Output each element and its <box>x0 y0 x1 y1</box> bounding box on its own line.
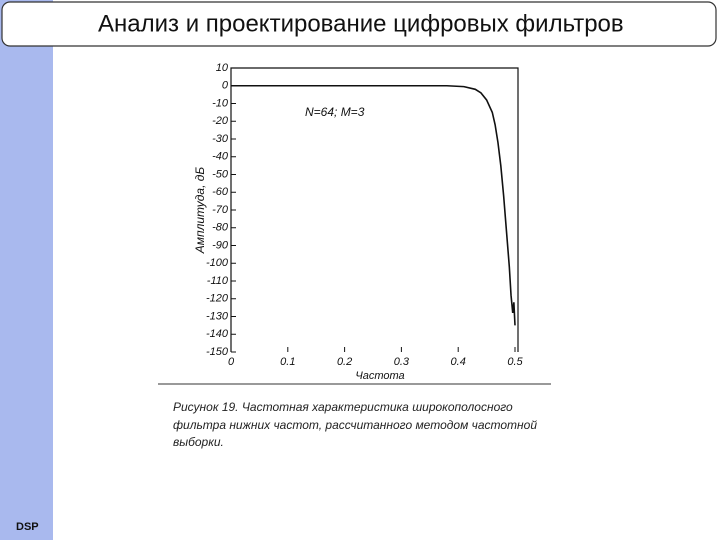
y-axis-label: Амплитуда, дБ <box>193 167 207 255</box>
y-tick-label: -100 <box>206 257 229 269</box>
y-tick-label: -30 <box>212 133 229 145</box>
annotation: N=64; M=3 <box>305 105 365 119</box>
y-tick-label: -10 <box>212 97 229 109</box>
title-box <box>1 1 717 47</box>
x-tick-label: 0.5 <box>507 356 523 368</box>
y-tick-label: -90 <box>212 239 229 251</box>
plot-frame <box>230 67 519 352</box>
x-tick-label: 0.2 <box>337 356 352 368</box>
caption-line: выборки. <box>173 435 224 449</box>
y-tick-label: -70 <box>212 204 229 216</box>
x-tick-label: 0 <box>228 356 235 368</box>
slide-title: Анализ и проектирование цифровых фильтро… <box>98 10 624 37</box>
y-tick-label: 10 <box>216 62 229 74</box>
y-tick-label: -20 <box>212 115 229 127</box>
y-tick-label: -80 <box>212 222 229 234</box>
side-bar <box>0 0 53 540</box>
y-tick-label: -110 <box>207 275 229 287</box>
y-tick-label: -60 <box>212 186 229 198</box>
y-tick-label: -120 <box>206 293 229 305</box>
y-tick-label: -130 <box>206 310 229 322</box>
x-tick-label: 0.1 <box>280 356 295 368</box>
x-tick-label: 0.3 <box>394 356 410 368</box>
caption-line: Рисунок 19. Частотная характеристика шир… <box>173 400 513 414</box>
y-tick-label: -150 <box>206 346 229 358</box>
x-tick-label: 0.4 <box>451 356 466 368</box>
y-tick-label: -140 <box>206 328 229 340</box>
response-line <box>231 84 516 326</box>
caption-line: фильтра нижних частот, рассчитанного мет… <box>173 418 537 432</box>
y-tick-label: 0 <box>222 80 229 92</box>
footer: DSP <box>16 521 39 533</box>
x-axis-label: Частота <box>355 370 404 382</box>
y-tick-label: -40 <box>212 151 229 163</box>
y-tick-label: -50 <box>212 168 229 180</box>
